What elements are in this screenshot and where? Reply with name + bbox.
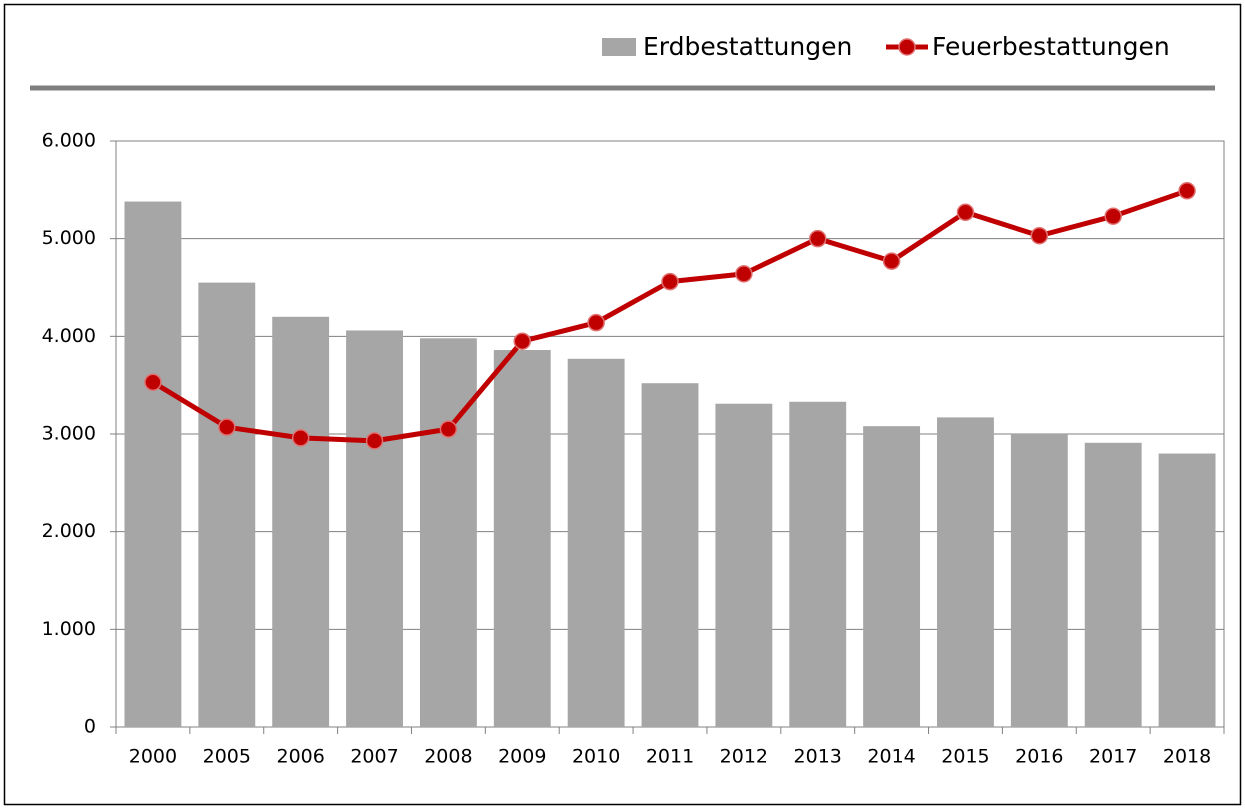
marker bbox=[882, 252, 901, 270]
x-tick-label: 2008 bbox=[424, 746, 472, 768]
bar bbox=[567, 358, 625, 727]
x-tick-label: 2018 bbox=[1163, 746, 1211, 768]
x-tick-label: 2013 bbox=[794, 746, 842, 768]
bar bbox=[1010, 434, 1068, 727]
bar bbox=[272, 316, 330, 727]
bar bbox=[641, 383, 699, 727]
x-tick-label: 2017 bbox=[1089, 746, 1137, 768]
marker bbox=[218, 418, 236, 436]
marker bbox=[735, 265, 753, 283]
x-tick-label: 2015 bbox=[941, 746, 989, 768]
marker bbox=[365, 432, 384, 450]
bar bbox=[1158, 453, 1216, 727]
marker bbox=[1178, 182, 1196, 200]
y-tick-label: 2.000 bbox=[42, 520, 96, 542]
legend-swatch bbox=[602, 38, 636, 56]
legend-label: Erdbestattungen bbox=[643, 32, 852, 61]
x-tick-label: 2006 bbox=[276, 746, 324, 768]
y-tick-label: 1.000 bbox=[42, 618, 96, 640]
y-tick-label: 5.000 bbox=[42, 227, 96, 249]
bar bbox=[715, 403, 773, 727]
marker bbox=[661, 272, 679, 291]
bar bbox=[789, 401, 847, 727]
bar bbox=[863, 426, 921, 727]
marker bbox=[956, 203, 975, 222]
bar bbox=[937, 417, 994, 727]
x-tick-label: 2007 bbox=[350, 746, 398, 768]
y-tick-label: 4.000 bbox=[42, 325, 96, 347]
legend-swatch bbox=[898, 38, 916, 56]
x-tick-label: 2009 bbox=[498, 746, 546, 768]
legend-label: Feuerbestattungen bbox=[932, 32, 1170, 61]
marker bbox=[439, 420, 458, 438]
marker bbox=[1104, 207, 1122, 225]
marker bbox=[1030, 226, 1049, 245]
x-tick-label: 2005 bbox=[203, 746, 251, 768]
marker bbox=[144, 373, 162, 391]
bar bbox=[1084, 442, 1142, 727]
bar bbox=[493, 350, 551, 727]
bar bbox=[124, 201, 182, 727]
y-tick-label: 0 bbox=[84, 716, 96, 738]
x-tick-label: 2000 bbox=[129, 746, 177, 768]
marker bbox=[808, 229, 827, 248]
marker bbox=[587, 313, 605, 332]
x-tick-label: 2011 bbox=[646, 746, 694, 768]
marker bbox=[291, 429, 310, 447]
bar bbox=[198, 282, 256, 727]
x-tick-label: 2010 bbox=[572, 746, 620, 768]
x-tick-label: 2014 bbox=[867, 746, 915, 768]
marker bbox=[513, 332, 532, 350]
y-tick-label: 3.000 bbox=[42, 423, 96, 445]
bar bbox=[419, 338, 477, 727]
bar bbox=[346, 330, 403, 727]
y-tick-label: 6.000 bbox=[42, 130, 96, 152]
x-tick-label: 2012 bbox=[720, 746, 768, 768]
x-tick-label: 2016 bbox=[1015, 746, 1063, 768]
